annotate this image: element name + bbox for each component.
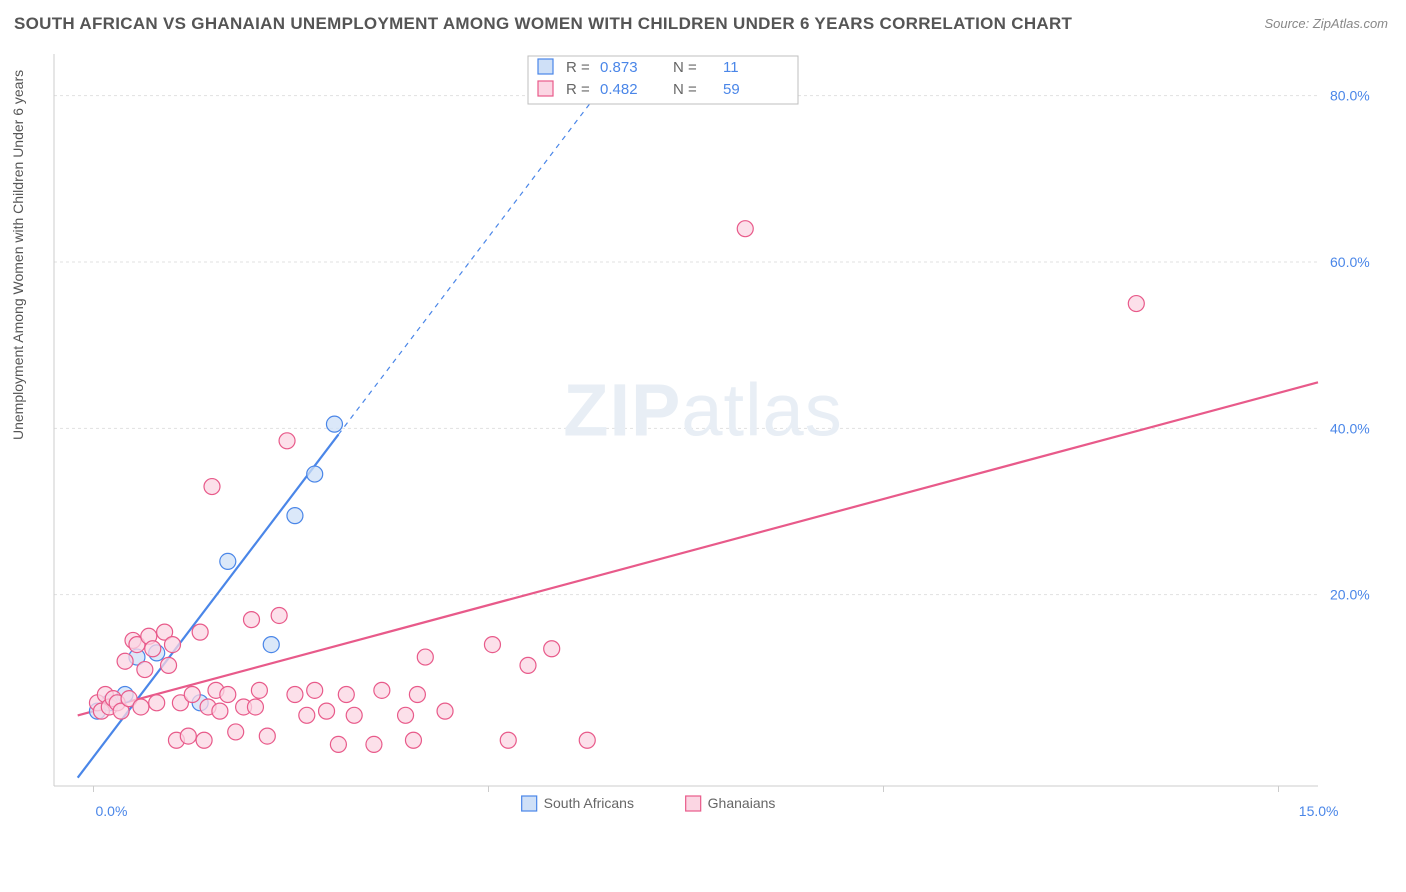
stat-r-value: 0.482 (600, 81, 638, 98)
data-point (307, 682, 323, 698)
data-point (220, 687, 236, 703)
data-point (405, 732, 421, 748)
data-point (165, 637, 181, 653)
data-point (212, 703, 228, 719)
data-point (133, 699, 149, 715)
data-point (1128, 296, 1144, 312)
data-point (409, 687, 425, 703)
data-point (271, 607, 287, 623)
data-point (338, 687, 354, 703)
data-point (204, 479, 220, 495)
source-label: Source: ZipAtlas.com (1264, 16, 1388, 31)
trend-line (78, 382, 1318, 715)
trend-line-dashed (338, 54, 627, 435)
data-point (117, 653, 133, 669)
data-point (137, 662, 153, 678)
data-point (500, 732, 516, 748)
y-tick-label: 20.0% (1330, 587, 1370, 603)
data-point (161, 657, 177, 673)
data-point (149, 695, 165, 711)
data-point (263, 637, 279, 653)
stat-n-value: 59 (723, 81, 740, 98)
legend-swatch (522, 796, 537, 811)
data-point (279, 433, 295, 449)
data-point (398, 707, 414, 723)
data-point (145, 641, 161, 657)
legend-swatch (686, 796, 701, 811)
data-point (299, 707, 315, 723)
data-point (307, 466, 323, 482)
data-point (244, 612, 260, 628)
x-tick-label: 15.0% (1299, 803, 1339, 819)
legend-swatch (538, 59, 553, 74)
y-axis-label: Unemployment Among Women with Children U… (10, 70, 26, 440)
legend-label: South Africans (544, 795, 634, 811)
data-point (220, 553, 236, 569)
data-point (326, 416, 342, 432)
stat-r-label: R = (566, 81, 590, 98)
data-point (374, 682, 390, 698)
y-tick-label: 40.0% (1330, 420, 1370, 436)
data-point (192, 624, 208, 640)
data-point (259, 728, 275, 744)
data-point (196, 732, 212, 748)
data-point (228, 724, 244, 740)
y-tick-label: 80.0% (1330, 88, 1370, 104)
stat-n-label: N = (673, 59, 697, 76)
data-point (484, 637, 500, 653)
legend-label: Ghanaians (708, 795, 776, 811)
data-point (544, 641, 560, 657)
data-point (180, 728, 196, 744)
data-point (184, 687, 200, 703)
y-tick-label: 60.0% (1330, 254, 1370, 270)
data-point (737, 221, 753, 237)
data-point (579, 732, 595, 748)
data-point (437, 703, 453, 719)
data-point (330, 736, 346, 752)
stat-r-value: 0.873 (600, 59, 638, 76)
stat-n-label: N = (673, 81, 697, 98)
data-point (251, 682, 267, 698)
data-point (366, 736, 382, 752)
stat-r-label: R = (566, 59, 590, 76)
data-point (287, 687, 303, 703)
chart-title: SOUTH AFRICAN VS GHANAIAN UNEMPLOYMENT A… (14, 14, 1072, 34)
stat-n-value: 11 (723, 59, 739, 76)
scatter-chart: 20.0% 40.0% 60.0% 80.0% 0.0% 15.0% R = 0.873 N =… (48, 48, 1388, 828)
data-point (346, 707, 362, 723)
x-tick-label: 0.0% (96, 803, 128, 819)
data-point (287, 508, 303, 524)
data-point (319, 703, 335, 719)
legend-swatch (538, 81, 553, 96)
data-point (247, 699, 263, 715)
data-point (520, 657, 536, 673)
data-point (417, 649, 433, 665)
